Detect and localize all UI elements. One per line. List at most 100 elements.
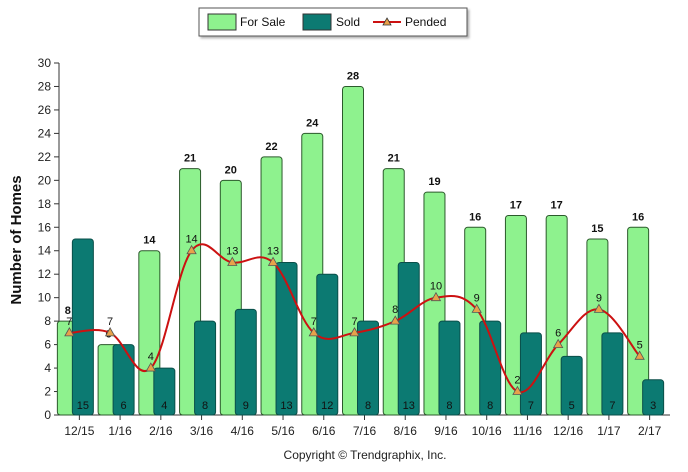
y-tick-label: 20 (38, 173, 52, 187)
data-label-pended: 2 (514, 375, 520, 387)
bar-sold (153, 367, 176, 416)
data-label-for-sale: 28 (347, 70, 359, 82)
y-tick-label: 0 (44, 408, 51, 422)
data-label-for-sale: 22 (265, 141, 277, 153)
y-tick-label: 10 (38, 291, 52, 305)
data-label-for-sale: 16 (469, 211, 481, 223)
y-tick-label: 8 (44, 314, 51, 328)
bar-sold (275, 261, 298, 416)
x-tick-label: 2/16 (149, 424, 173, 438)
marker-pended (552, 338, 564, 349)
data-label-pended: 13 (267, 245, 279, 257)
x-tick-label: 11/16 (513, 424, 542, 438)
bar-sold (519, 332, 542, 416)
data-label-sold: 8 (446, 400, 452, 412)
bar-sold (601, 332, 624, 416)
data-label-for-sale: 20 (225, 164, 237, 176)
bar-sold (357, 320, 379, 416)
data-label-sold: 3 (650, 400, 656, 412)
bar-sold (112, 344, 135, 416)
data-label-for-sale: 17 (551, 200, 563, 212)
line-pended (69, 243, 641, 394)
data-label-sold: 8 (202, 400, 208, 412)
x-tick-label: 1/16 (108, 424, 132, 438)
bar-sold (71, 238, 94, 416)
y-tick-label: 26 (38, 103, 52, 117)
y-tick-label: 14 (38, 244, 52, 258)
x-tick-label: 10/16 (472, 424, 502, 438)
data-label-sold: 4 (161, 400, 167, 412)
data-label-sold: 13 (403, 400, 415, 412)
marker-pended (430, 291, 442, 302)
data-label-sold: 7 (609, 400, 615, 412)
legend-label-for-sale: For Sale (240, 15, 286, 29)
data-label-for-sale: 16 (632, 211, 644, 223)
data-label-sold: 8 (365, 400, 371, 412)
y-tick-label: 16 (38, 220, 52, 234)
data-label-for-sale: 15 (591, 223, 603, 235)
legend-label-sold: Sold (336, 15, 360, 29)
legend-swatch-for-sale (207, 13, 237, 31)
bar-sold (234, 308, 257, 416)
data-label-pended: 9 (596, 292, 602, 304)
x-tick-label: 12/16 (553, 424, 583, 438)
legend: For Sale Sold Pended (198, 7, 468, 37)
x-tick-label: 6/16 (312, 424, 336, 438)
data-label-pended: 7 (66, 316, 72, 328)
y-tick-label: 18 (38, 197, 52, 211)
marker-pended (349, 327, 360, 337)
legend-marker-pended (382, 17, 392, 26)
data-label-pended: 10 (430, 281, 442, 293)
data-label-pended: 13 (226, 245, 238, 257)
data-label-pended: 7 (107, 316, 113, 328)
y-tick-label: 6 (44, 338, 51, 352)
x-tick-label: 2/17 (638, 424, 662, 438)
bar-sold (397, 261, 420, 416)
legend-swatch-sold (302, 13, 332, 31)
y-tick-label: 24 (38, 126, 52, 140)
bar-sold (438, 320, 461, 416)
marker-pended (593, 303, 605, 313)
data-label-pended: 9 (474, 292, 480, 304)
data-label-for-sale: 19 (428, 176, 440, 188)
marker-pended (227, 256, 238, 266)
x-tick-label: 12/15 (64, 424, 94, 438)
data-label-sold: 13 (280, 400, 292, 412)
bar-sold (642, 379, 665, 416)
marker-pended (471, 303, 482, 313)
data-label-pended: 8 (392, 304, 398, 316)
data-label-sold: 12 (321, 400, 333, 412)
marker-pended (145, 362, 157, 372)
marker-pended (512, 385, 523, 395)
bar-for-sale (627, 226, 650, 416)
marker-pended (186, 244, 197, 255)
marker-pended (104, 327, 116, 337)
data-label-pended: 4 (148, 351, 154, 363)
y-axis-label: Number of Homes (8, 175, 25, 304)
y-tick-label: 4 (44, 361, 51, 375)
y-tick-label: 12 (38, 267, 52, 281)
marker-pended (308, 327, 319, 337)
data-label-sold: 5 (569, 400, 575, 412)
data-label-sold: 7 (528, 400, 534, 412)
data-label-sold: 8 (487, 400, 493, 412)
data-label-pended: 7 (311, 316, 317, 328)
data-label-for-sale: 17 (510, 200, 522, 212)
x-tick-label: 3/16 (190, 424, 214, 438)
data-label-sold: 6 (121, 400, 127, 412)
data-label-pended: 6 (555, 328, 561, 340)
data-label-pended: 14 (185, 234, 197, 246)
x-tick-label: 1/17 (597, 424, 621, 438)
x-tick-label: 5/16 (271, 424, 295, 438)
y-tick-label: 30 (38, 56, 52, 70)
data-label-sold: 9 (243, 400, 249, 412)
legend-label-pended: Pended (405, 15, 446, 29)
data-label-for-sale: 24 (306, 117, 319, 129)
y-tick-label: 22 (38, 150, 52, 164)
bar-sold (194, 320, 217, 416)
data-label-pended: 7 (351, 316, 357, 328)
x-tick-label: 8/16 (394, 424, 418, 438)
x-tick-label: 4/16 (231, 424, 255, 438)
data-label-pended: 5 (637, 339, 643, 351)
